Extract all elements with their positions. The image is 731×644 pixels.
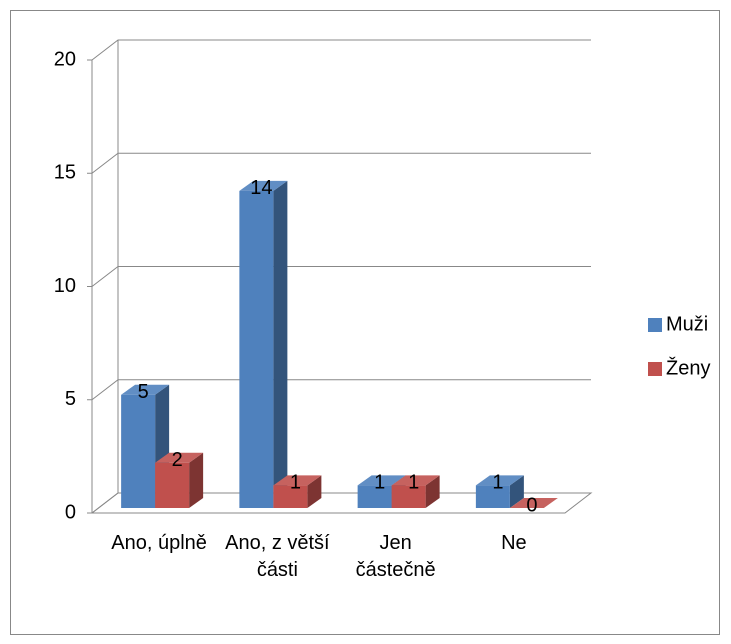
bar — [391, 475, 440, 508]
x-tick-label: Ano, úplně — [111, 532, 207, 554]
bar-side — [509, 475, 524, 508]
data-label: 1 — [492, 472, 503, 494]
x-tick-label: Jen částečně — [355, 532, 436, 581]
bar-front — [239, 190, 274, 508]
grid-line — [91, 152, 591, 174]
bar-front — [273, 485, 308, 508]
legend-label: Muži — [666, 313, 708, 335]
y-tick-label: 5 — [65, 388, 76, 410]
bar-side — [307, 475, 322, 508]
bar-top — [155, 452, 204, 463]
data-label: 14 — [250, 177, 272, 199]
y-tick-label: 20 — [54, 48, 76, 70]
grid-line — [91, 379, 591, 401]
legend-swatch — [648, 318, 662, 332]
data-label: 1 — [374, 472, 385, 494]
bar-side — [189, 452, 204, 508]
bar-side — [273, 180, 288, 508]
bar-front — [121, 394, 156, 508]
y-tick-label: 10 — [54, 275, 76, 297]
y-tick-label: 15 — [54, 162, 76, 184]
x-tick-label: Ano, z větší části — [225, 532, 330, 581]
bar — [509, 498, 558, 508]
bar — [475, 475, 524, 508]
data-label: 0 — [526, 494, 537, 516]
bar-side — [425, 475, 440, 508]
bar-front — [155, 462, 190, 508]
bar-top — [475, 475, 524, 486]
data-label: 1 — [290, 472, 301, 494]
bar-top — [239, 180, 288, 191]
bar — [155, 452, 204, 508]
bar-top — [357, 475, 406, 486]
bar-front — [357, 485, 392, 508]
bar-top — [391, 475, 440, 486]
bar — [273, 475, 322, 508]
data-label: 5 — [138, 381, 149, 403]
bar-front — [391, 485, 426, 508]
data-label: 1 — [408, 472, 419, 494]
legend-swatch — [648, 362, 662, 376]
data-label: 2 — [172, 449, 183, 471]
grid-line — [91, 39, 591, 61]
bar-top — [509, 498, 558, 508]
bar-top — [121, 384, 170, 395]
bar-top — [273, 475, 322, 486]
bar-front — [475, 485, 510, 508]
legend-label: Ženy — [666, 356, 710, 379]
chart-border — [10, 10, 720, 635]
x-tick-label: Ne — [501, 532, 527, 554]
grid-line — [91, 266, 591, 287]
y-tick-label: 0 — [65, 501, 76, 523]
bar — [239, 180, 288, 508]
